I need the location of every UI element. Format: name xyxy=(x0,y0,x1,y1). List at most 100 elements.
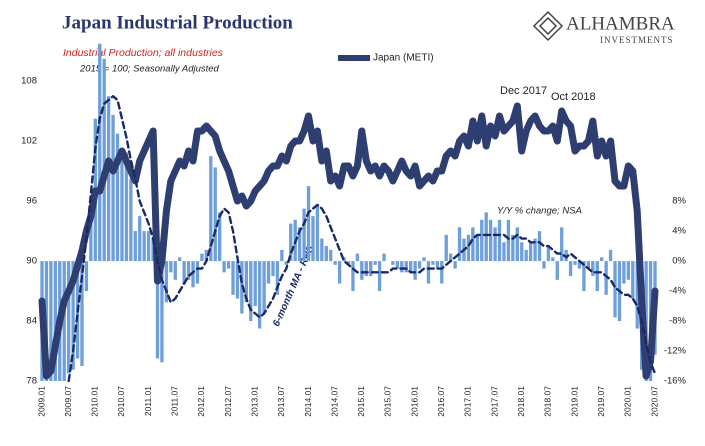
bar xyxy=(528,242,533,262)
bar xyxy=(151,238,155,262)
bar xyxy=(493,227,497,262)
bar xyxy=(106,96,111,262)
x-tick-label: 2017.07 xyxy=(489,386,499,417)
bar xyxy=(98,43,102,262)
bar xyxy=(235,261,240,299)
bar xyxy=(324,246,328,262)
bar xyxy=(222,261,226,273)
bar xyxy=(613,261,617,318)
bar xyxy=(551,257,555,262)
bar xyxy=(133,231,137,262)
bar xyxy=(382,253,386,262)
bar xyxy=(49,261,53,381)
bar xyxy=(329,249,333,262)
bar xyxy=(373,261,377,265)
bar xyxy=(369,261,373,277)
bar xyxy=(337,261,342,284)
y2-tick-label: -4% xyxy=(669,286,686,297)
x-tick-label: 2011.01 xyxy=(143,386,153,416)
x-tick-label: 2012.01 xyxy=(196,386,206,417)
bar xyxy=(164,261,169,303)
bar xyxy=(626,261,631,280)
x-tick-label: 2010.07 xyxy=(116,386,126,417)
x-tick-label: 2010.01 xyxy=(90,386,100,417)
bar xyxy=(542,261,546,269)
x-tick-label: 2019.07 xyxy=(596,386,606,417)
bar xyxy=(440,261,444,284)
bar xyxy=(351,261,355,292)
x-tick-label: 2017.01 xyxy=(463,386,473,417)
bar xyxy=(115,133,120,262)
bar xyxy=(497,219,502,262)
y-tick-label: 102 xyxy=(21,136,37,147)
bar xyxy=(577,261,582,269)
x-tick-label: 2009.07 xyxy=(63,386,73,417)
x-tick-label: 2015.07 xyxy=(383,386,393,417)
bar xyxy=(173,261,177,280)
bar xyxy=(395,261,400,269)
bar xyxy=(195,261,200,284)
bar xyxy=(515,227,519,262)
bar xyxy=(600,257,604,262)
bar xyxy=(564,249,568,262)
annotation: Oct 2018 xyxy=(551,91,596,103)
bar xyxy=(111,114,115,262)
bar xyxy=(466,234,471,262)
y-tick-label: 96 xyxy=(26,196,37,207)
bar xyxy=(586,261,591,269)
bar xyxy=(262,261,266,314)
logo-mark xyxy=(532,10,564,42)
x-tick-label: 2020.07 xyxy=(649,386,659,417)
bar xyxy=(435,261,440,269)
bar xyxy=(488,219,493,262)
bar xyxy=(249,261,253,322)
y-tick-label: 84 xyxy=(26,316,37,327)
y-tick-label: 90 xyxy=(26,256,37,267)
x-tick-label: 2013.07 xyxy=(276,386,286,417)
bar xyxy=(546,246,551,262)
bar xyxy=(182,261,186,284)
x-tick-label: 2013.01 xyxy=(249,386,259,417)
bar xyxy=(297,227,302,262)
bar xyxy=(457,227,462,262)
bar xyxy=(146,231,151,262)
bar xyxy=(129,178,133,262)
bar xyxy=(364,261,368,277)
bar xyxy=(142,231,146,262)
bar xyxy=(484,212,488,262)
bar xyxy=(417,261,422,269)
bar xyxy=(102,58,106,262)
bar xyxy=(89,223,93,262)
x-tick-label: 2009.01 xyxy=(36,386,46,417)
bar xyxy=(120,156,124,262)
x-tick-label: 2015.01 xyxy=(356,386,366,417)
logo-tagline: INVESTMENTS xyxy=(600,35,674,45)
bar xyxy=(453,261,457,269)
bar xyxy=(218,212,222,262)
bar xyxy=(471,227,475,262)
bar xyxy=(524,249,528,262)
y2-tick-label: 4% xyxy=(672,226,686,237)
bar xyxy=(231,261,235,295)
bar xyxy=(306,186,311,262)
bar xyxy=(413,261,417,280)
bar xyxy=(426,261,431,284)
bar xyxy=(280,249,284,262)
x-tick-label: 2018.01 xyxy=(516,386,526,417)
x-tick-label: 2016.01 xyxy=(409,386,419,417)
bar xyxy=(355,253,360,262)
bar xyxy=(209,156,213,262)
bar xyxy=(266,261,271,284)
y-tick-label: 108 xyxy=(21,76,37,87)
bar xyxy=(80,261,84,367)
bar xyxy=(533,238,537,262)
bar xyxy=(315,204,320,262)
bar xyxy=(226,261,231,269)
x-tick-label: 2019.01 xyxy=(569,386,579,417)
annotation: Y/Y % change; NSA xyxy=(497,206,582,217)
bar xyxy=(449,253,453,262)
bar xyxy=(289,223,293,262)
bar xyxy=(320,238,324,262)
bar xyxy=(608,249,613,262)
